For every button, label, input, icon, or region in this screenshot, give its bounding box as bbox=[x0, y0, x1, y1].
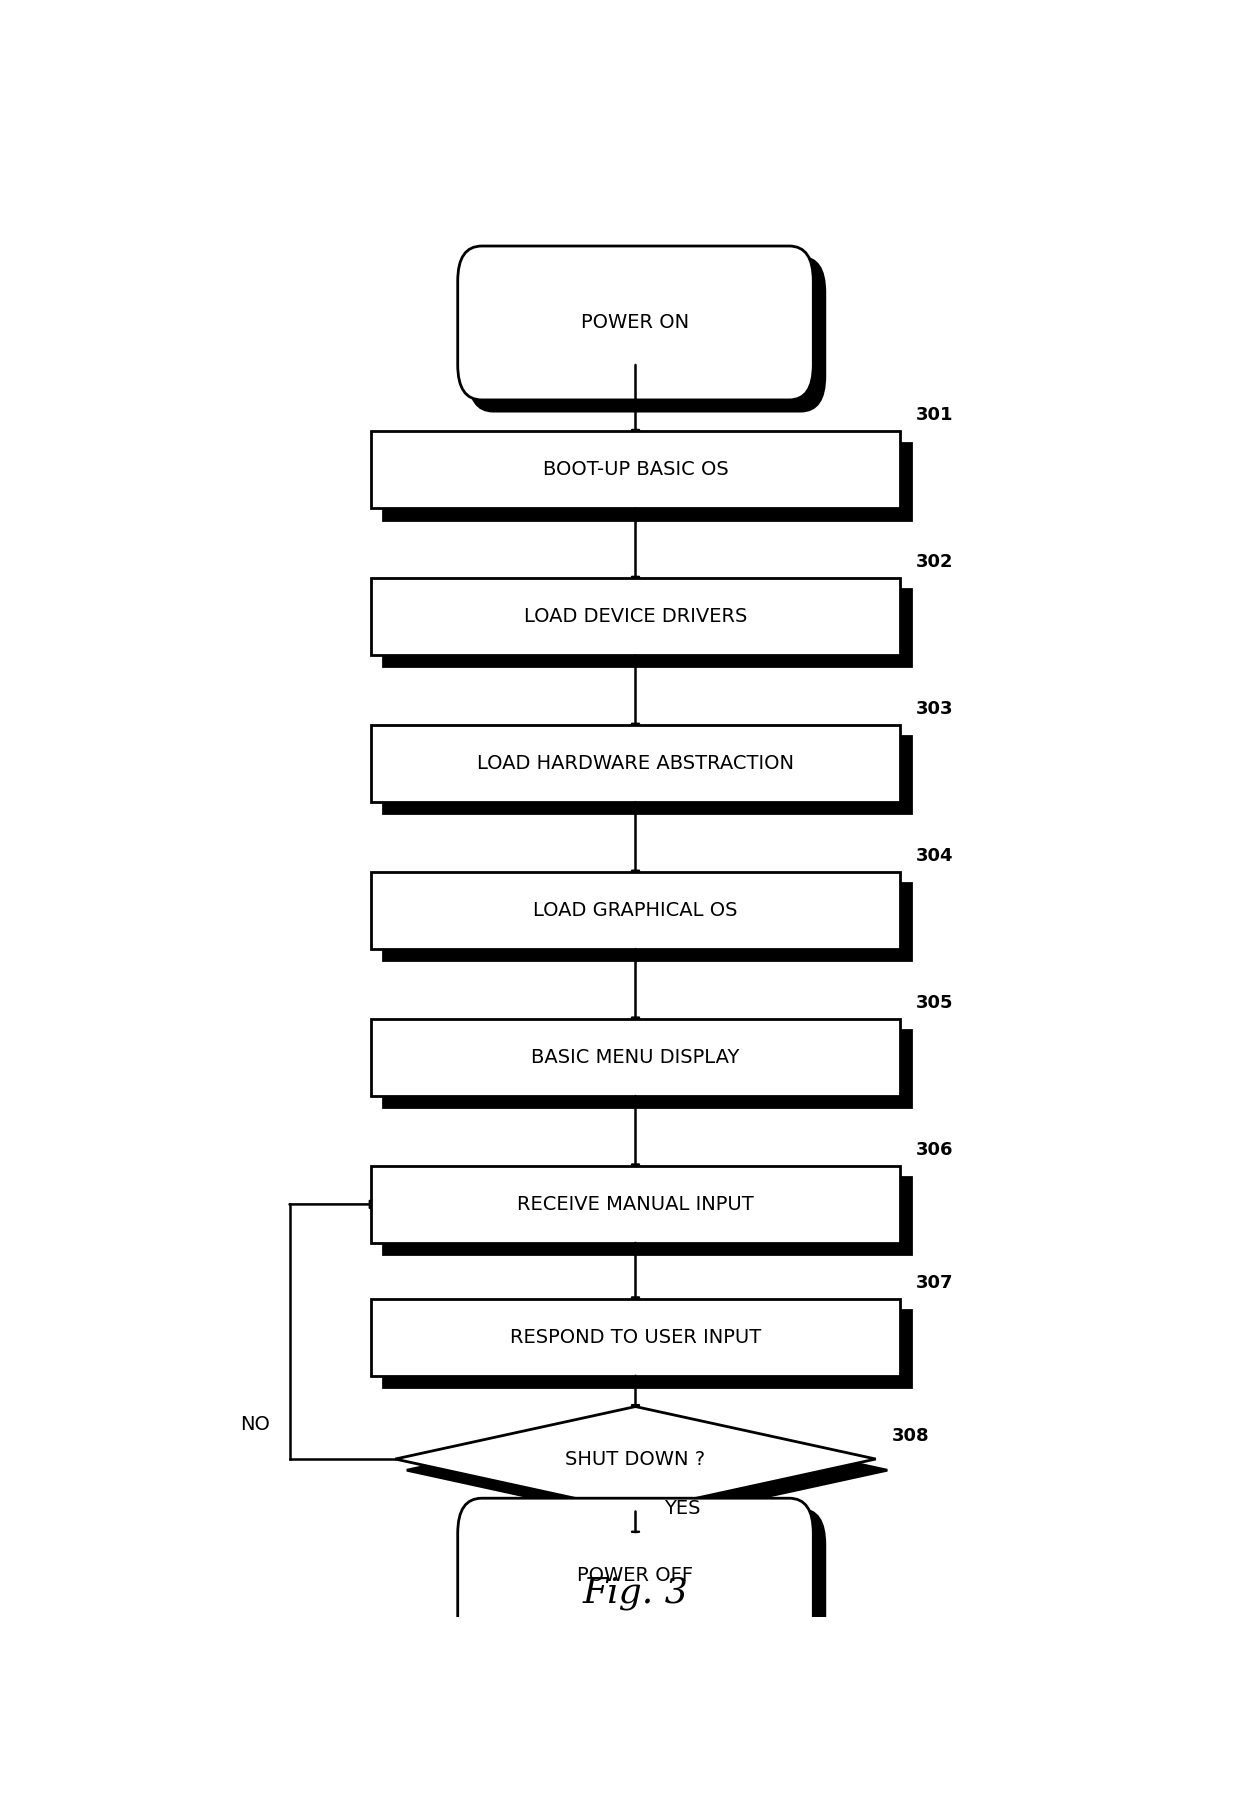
Bar bbox=[383, 883, 911, 959]
Text: 306: 306 bbox=[916, 1141, 954, 1159]
Text: YES: YES bbox=[665, 1499, 701, 1517]
Bar bbox=[371, 578, 900, 656]
Text: 304: 304 bbox=[916, 847, 954, 865]
Polygon shape bbox=[396, 1406, 875, 1512]
Bar bbox=[371, 1019, 900, 1096]
Bar bbox=[383, 443, 911, 520]
Bar bbox=[383, 589, 911, 667]
Bar bbox=[371, 431, 900, 509]
Text: SHUT DOWN ?: SHUT DOWN ? bbox=[565, 1450, 706, 1468]
Text: 303: 303 bbox=[916, 700, 954, 718]
Text: POWER ON: POWER ON bbox=[582, 314, 689, 333]
Bar bbox=[383, 1177, 911, 1254]
Bar bbox=[371, 1167, 900, 1243]
Bar bbox=[371, 1299, 900, 1375]
Text: LOAD HARDWARE ABSTRACTION: LOAD HARDWARE ABSTRACTION bbox=[477, 754, 794, 774]
FancyBboxPatch shape bbox=[458, 1499, 813, 1652]
FancyBboxPatch shape bbox=[469, 1510, 825, 1663]
Text: BASIC MENU DISPLAY: BASIC MENU DISPLAY bbox=[531, 1048, 740, 1067]
Bar bbox=[371, 725, 900, 801]
Bar bbox=[383, 1310, 911, 1386]
Polygon shape bbox=[407, 1417, 888, 1523]
Bar bbox=[383, 736, 911, 814]
Text: Fig. 3: Fig. 3 bbox=[583, 1575, 688, 1610]
FancyBboxPatch shape bbox=[469, 258, 825, 411]
Text: BOOT-UP BASIC OS: BOOT-UP BASIC OS bbox=[543, 460, 728, 480]
Text: 308: 308 bbox=[892, 1426, 930, 1445]
Text: LOAD DEVICE DRIVERS: LOAD DEVICE DRIVERS bbox=[523, 607, 748, 627]
Bar bbox=[371, 872, 900, 948]
FancyBboxPatch shape bbox=[458, 245, 813, 400]
Bar bbox=[383, 1030, 911, 1107]
Text: RESPOND TO USER INPUT: RESPOND TO USER INPUT bbox=[510, 1328, 761, 1346]
Text: 305: 305 bbox=[916, 994, 954, 1012]
Text: 307: 307 bbox=[916, 1274, 954, 1292]
Text: RECEIVE MANUAL INPUT: RECEIVE MANUAL INPUT bbox=[517, 1196, 754, 1214]
Text: POWER OFF: POWER OFF bbox=[578, 1566, 693, 1584]
Text: NO: NO bbox=[241, 1415, 270, 1434]
Text: LOAD GRAPHICAL OS: LOAD GRAPHICAL OS bbox=[533, 901, 738, 919]
Text: 302: 302 bbox=[916, 554, 954, 571]
Text: 301: 301 bbox=[916, 407, 954, 425]
